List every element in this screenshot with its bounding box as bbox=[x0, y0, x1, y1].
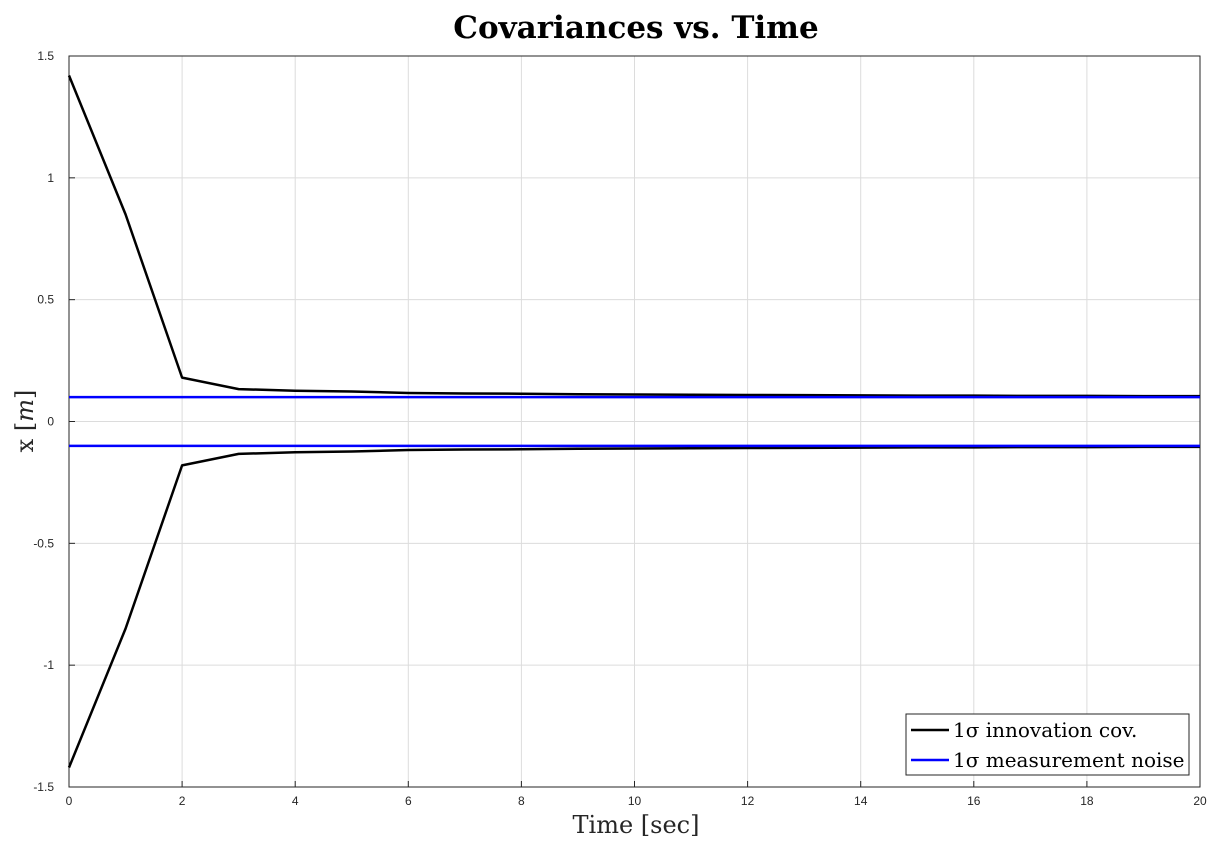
y-tick-label: 1 bbox=[47, 171, 54, 185]
x-axis-label: Time [sec] bbox=[573, 811, 700, 839]
y-tick-label: -1 bbox=[43, 658, 54, 672]
legend: 1σ innovation cov. 1σ measurement noise bbox=[905, 713, 1190, 776]
x-tick-label: 18 bbox=[1080, 794, 1094, 808]
x-tick-label: 16 bbox=[967, 794, 981, 808]
y-axis-label-prefix: x [ bbox=[11, 422, 39, 453]
grid-layer bbox=[68, 55, 1201, 788]
legend-label: 1σ innovation cov. bbox=[953, 718, 1137, 742]
y-tick-label: 0.5 bbox=[37, 293, 54, 307]
y-axis-label-suffix: ] bbox=[11, 390, 39, 399]
x-tick-label: 10 bbox=[628, 794, 642, 808]
x-tick-label: 0 bbox=[66, 794, 73, 808]
series-line-0 bbox=[67, 75, 1200, 398]
legend-label: 1σ measurement noise bbox=[953, 748, 1185, 772]
x-tick-label: 8 bbox=[518, 794, 525, 808]
y-tick-label: -0.5 bbox=[33, 536, 54, 550]
y-tick-label: 1.5 bbox=[37, 49, 54, 63]
series-layer bbox=[67, 75, 1200, 768]
x-tick-label: 4 bbox=[292, 794, 299, 808]
y-tick-label: -1.5 bbox=[33, 780, 54, 794]
chart-title: Covariances vs. Time bbox=[453, 10, 818, 46]
y-tick-label: 0 bbox=[47, 415, 54, 429]
series-line-1 bbox=[67, 445, 1200, 768]
x-tick-label: 2 bbox=[179, 794, 186, 808]
x-tick-label: 12 bbox=[741, 794, 755, 808]
legend-entries: 1σ innovation cov. 1σ measurement noise bbox=[911, 718, 1185, 772]
x-tick-label: 20 bbox=[1193, 794, 1207, 808]
y-axis-label-unit: m bbox=[11, 399, 39, 422]
x-tick-label: 14 bbox=[854, 794, 868, 808]
x-tick-label: 6 bbox=[405, 794, 412, 808]
legend-box bbox=[905, 713, 1190, 776]
y-axis-label: x [m] bbox=[11, 390, 39, 453]
tick-layer: 0 2 4 6 8 10 12 14 16 18 20 -1.5 -1 -0.5 0 0.5 1 1.5 bbox=[33, 49, 1207, 808]
